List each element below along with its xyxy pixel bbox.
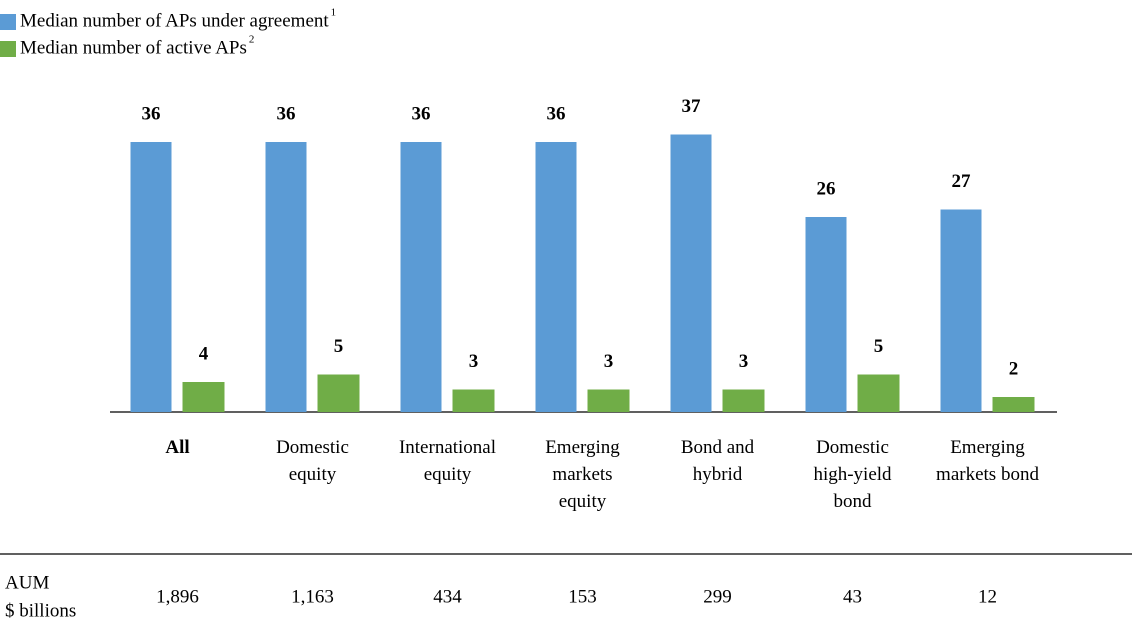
bar [130, 142, 172, 412]
legend-note: 2 [249, 34, 255, 46]
data-label: 26 [817, 178, 836, 199]
bar [857, 374, 900, 412]
data-label: 5 [874, 336, 884, 357]
aum-value: 1,896 [156, 586, 199, 607]
legend-label: Median number of active APs [20, 37, 247, 58]
bar [452, 389, 495, 412]
bar [992, 397, 1035, 412]
legend-note: 1 [331, 7, 337, 19]
aum-sublabel: $ billions [5, 600, 76, 621]
aum-value: 12 [978, 586, 997, 607]
x-tick-label: International equity [399, 437, 496, 485]
x-tick-label: Emerging markets bond [936, 437, 1039, 485]
legend-label: Median number of APs under agreement [20, 10, 329, 31]
bar [400, 142, 442, 412]
data-label: 3 [604, 351, 614, 372]
bar [722, 389, 765, 412]
x-tick-label: Emerging markets equity [545, 437, 620, 512]
data-label: 5 [334, 336, 344, 357]
data-label: 36 [412, 103, 431, 124]
bar [182, 382, 225, 412]
aum-value: 1,163 [291, 586, 334, 607]
bar [587, 389, 630, 412]
bar [535, 142, 577, 412]
bar [805, 217, 847, 412]
legend-swatch [0, 14, 16, 30]
data-label: 36 [142, 103, 161, 124]
data-label: 27 [952, 171, 972, 192]
bar [670, 134, 712, 412]
aum-label: AUM [5, 572, 49, 593]
x-tick-label: Domestic high-yield bond [813, 437, 892, 512]
aum-value: 153 [568, 586, 597, 607]
bar [265, 142, 307, 412]
data-label: 4 [199, 343, 209, 364]
data-label: 36 [547, 103, 566, 124]
x-tick-label: All [165, 437, 189, 458]
data-label: 3 [739, 351, 749, 372]
data-label: 3 [469, 351, 479, 372]
data-label: 36 [277, 103, 296, 124]
data-label: 2 [1009, 358, 1019, 379]
x-tick-label: Bond and hybrid [681, 437, 755, 485]
aum-value: 299 [703, 586, 732, 607]
data-label: 37 [682, 96, 702, 117]
bar [317, 374, 360, 412]
legend-swatch [0, 41, 16, 57]
x-tick-label: Domestic equity [276, 437, 349, 485]
aum-value: 434 [433, 586, 462, 607]
bar [940, 209, 982, 412]
aum-value: 43 [843, 586, 862, 607]
